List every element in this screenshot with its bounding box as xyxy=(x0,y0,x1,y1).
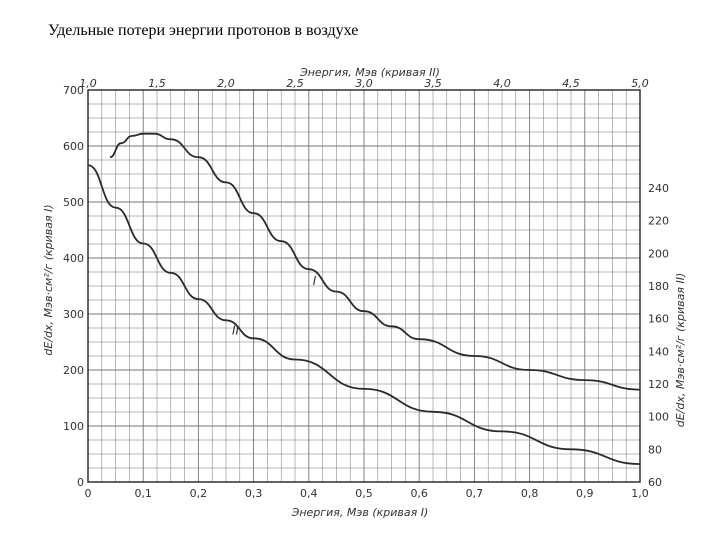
y-tick-label-right: 140 xyxy=(648,345,669,358)
x-tick-label-top: 1,5 xyxy=(148,77,166,90)
x-tick-label-bottom: 0,8 xyxy=(521,487,539,500)
top-axis-label: Энергия, Мэв (кривая II) xyxy=(299,66,440,79)
right-axis-label: dE/dx, Мэв·см²/г (кривая II) xyxy=(674,273,687,428)
page-title: Удельные потери энергии протонов в возду… xyxy=(48,22,359,39)
y-tick-label-right: 160 xyxy=(648,313,669,326)
y-tick-label-right: 220 xyxy=(648,215,669,228)
series-label-I: I xyxy=(313,274,317,288)
y-tick-label-right: 200 xyxy=(648,247,669,260)
y-tick-label-left: 100 xyxy=(63,420,84,433)
y-tick-label-left: 700 xyxy=(63,84,84,97)
tick-labels: 0 0,1 0,2 0,3 0,4 0,5 0,6 0,7 0,8 0,9 1,0 1,0 1,5 2,0… xyxy=(63,77,669,500)
x-tick-label-bottom: 0,4 xyxy=(300,487,318,500)
x-tick-label-top: 3,5 xyxy=(424,77,442,90)
series-line-II xyxy=(87,164,641,465)
plot-border xyxy=(87,89,641,483)
bottom-axis-label: Энергия, Мэв (кривая I) xyxy=(291,506,429,519)
x-tick-label-top: 5,0 xyxy=(631,77,649,90)
y-tick-label-right: 180 xyxy=(648,280,669,293)
y-tick-label-right: 80 xyxy=(648,443,662,456)
x-tick-label-bottom: 0,6 xyxy=(410,487,428,500)
plot-frame xyxy=(87,89,641,483)
left-axis-label: dE/dx, Мэв·см²/г (кривая I) xyxy=(42,204,55,355)
x-tick-label-top: 1,0 xyxy=(79,77,97,90)
x-tick-label-bottom: 0,1 xyxy=(134,487,152,500)
grid xyxy=(88,90,640,482)
y-tick-label-right: 240 xyxy=(648,182,669,195)
y-tick-label-left: 500 xyxy=(63,196,84,209)
x-tick-label-top: 2,0 xyxy=(217,77,235,90)
x-tick-label-top: 4,5 xyxy=(562,77,580,90)
x-tick-label-bottom: 0 xyxy=(85,487,92,500)
x-tick-label-top: 2,5 xyxy=(286,77,304,90)
series-line-I xyxy=(109,132,641,391)
y-tick-label-left: 300 xyxy=(63,308,84,321)
series: III xyxy=(87,132,641,465)
x-tick-label-top: 4,0 xyxy=(493,77,511,90)
x-tick-label-bottom: 0,3 xyxy=(245,487,263,500)
series-label-II: II xyxy=(232,323,240,337)
x-tick-label-top: 3,0 xyxy=(355,77,373,90)
x-tick-label-bottom: 0,5 xyxy=(355,487,373,500)
x-tick-label-bottom: 1,0 xyxy=(631,487,649,500)
y-tick-label-right: 100 xyxy=(648,411,669,424)
y-tick-label-right: 60 xyxy=(648,476,662,489)
y-tick-label-left: 600 xyxy=(63,140,84,153)
x-tick-label-bottom: 0,2 xyxy=(190,487,208,500)
y-tick-label-left: 400 xyxy=(63,252,84,265)
x-tick-label-bottom: 0,9 xyxy=(576,487,594,500)
y-tick-label-left: 200 xyxy=(63,364,84,377)
x-tick-label-bottom: 0,7 xyxy=(466,487,484,500)
y-tick-label-right: 120 xyxy=(648,378,669,391)
y-tick-label-left: 0 xyxy=(77,476,84,489)
